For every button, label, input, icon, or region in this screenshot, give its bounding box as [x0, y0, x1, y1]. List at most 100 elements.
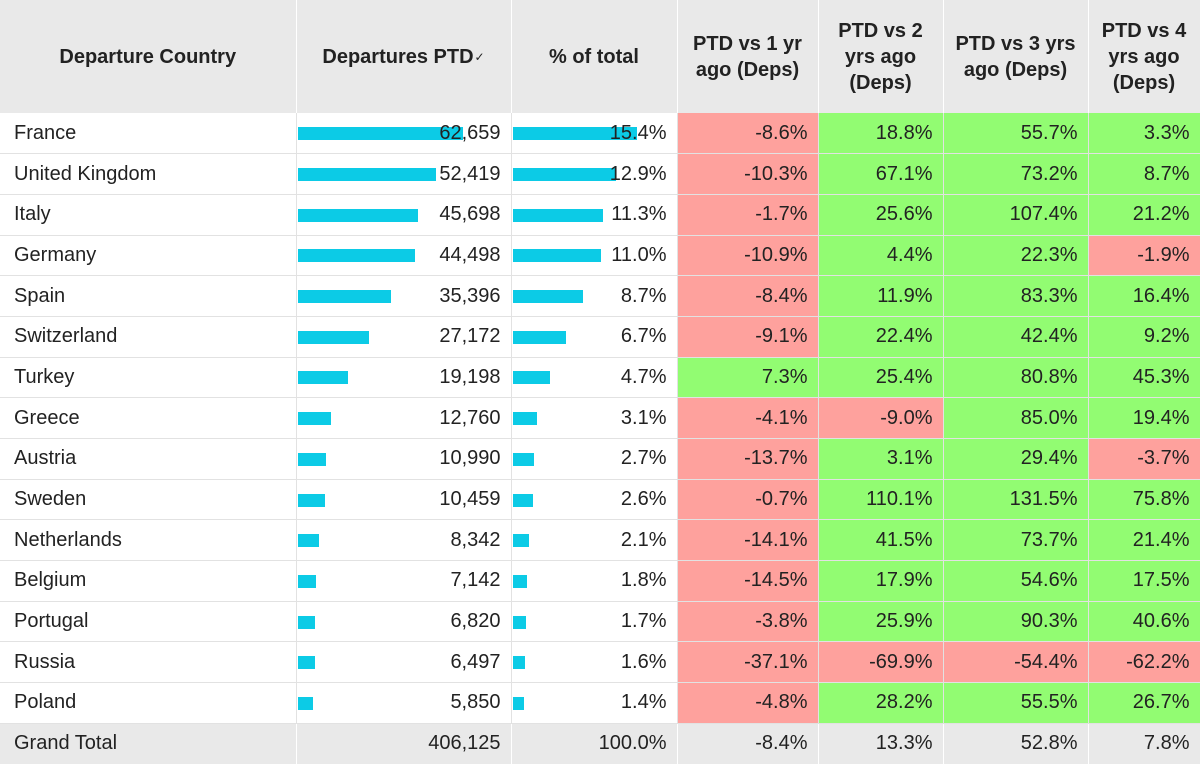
- vs1-cell: -1.7%: [677, 194, 819, 236]
- departures-bar: [297, 168, 436, 182]
- share-bar: [512, 574, 527, 588]
- departures-cell: 44,498: [296, 235, 512, 277]
- vs1-cell: -9.1%: [677, 316, 819, 358]
- share-cell: 3.1%: [511, 397, 678, 439]
- vs4-cell: 21.2%: [1088, 194, 1200, 236]
- share-bar: [512, 371, 551, 385]
- vs2-cell: 25.4%: [818, 357, 944, 399]
- column-header-departures[interactable]: Departures PTD✓: [296, 0, 512, 113]
- vs4-cell: 26.7%: [1088, 682, 1200, 724]
- departures-cell: 5,850: [296, 682, 512, 724]
- country-cell: Germany: [0, 235, 297, 277]
- vs2-cell: 17.9%: [818, 560, 944, 602]
- share-value: 1.6%: [620, 650, 667, 673]
- sort-down-icon[interactable]: ✓: [474, 49, 485, 64]
- table-row[interactable]: Austria 10,990 2.7% -13.7% 3.1% 29.4% -3.7%: [0, 438, 1200, 480]
- share-value: 1.4%: [620, 691, 667, 714]
- table-row[interactable]: France 62,659 15.4% -8.6% 18.8% 55.7% 3.3%: [0, 113, 1200, 155]
- vs4-cell: 17.5%: [1088, 560, 1200, 602]
- vs2-cell: 25.6%: [818, 194, 944, 236]
- column-header-vs3[interactable]: PTD vs 3 yrs ago (Deps): [943, 0, 1089, 113]
- grand-total-vs3: 52.8%: [943, 723, 1089, 764]
- column-header-country[interactable]: Departure Country: [0, 0, 297, 113]
- table-row[interactable]: Italy 45,698 11.3% -1.7% 25.6% 107.4% 21.2%: [0, 194, 1200, 236]
- departures-bar: [297, 696, 313, 710]
- departures-value: 62,659: [439, 121, 501, 144]
- departures-bar: [297, 656, 315, 670]
- share-value: 8.7%: [620, 284, 667, 307]
- vs4-cell: 3.3%: [1088, 113, 1200, 155]
- share-bar: [512, 615, 527, 629]
- table-row[interactable]: Switzerland 27,172 6.7% -9.1% 22.4% 42.4% 9.2%: [0, 316, 1200, 358]
- departures-value: 35,396: [439, 284, 501, 307]
- share-cell: 11.0%: [511, 235, 678, 277]
- share-cell: 1.6%: [511, 641, 678, 684]
- vs2-cell: 41.5%: [818, 519, 944, 562]
- table-row[interactable]: Sweden 10,459 2.6% -0.7% 110.1% 131.5% 75.8%: [0, 479, 1200, 521]
- departures-value: 5,850: [450, 691, 501, 714]
- share-bar: [512, 208, 604, 222]
- column-header-vs1[interactable]: PTD vs 1 yr ago (Deps): [677, 0, 819, 113]
- departures-bar: [297, 493, 326, 507]
- column-header-vs4[interactable]: PTD vs 4 yrs ago (Deps): [1088, 0, 1200, 113]
- column-header-vs2[interactable]: PTD vs 2 yrs ago (Deps): [818, 0, 944, 113]
- share-bar: [512, 412, 538, 426]
- vs4-cell: 8.7%: [1088, 153, 1200, 195]
- table-row[interactable]: Netherlands 8,342 2.1% -14.1% 41.5% 73.7% 21.4…: [0, 519, 1200, 562]
- country-cell: Spain: [0, 275, 297, 317]
- grand-total-share: 100.0%: [511, 723, 678, 764]
- table-row[interactable]: Russia 6,497 1.6% -37.1% -69.9% -54.4% -62.2%: [0, 641, 1200, 684]
- share-cell: 8.7%: [511, 275, 678, 317]
- share-bar: [512, 168, 617, 182]
- share-value: 2.6%: [620, 488, 667, 511]
- departures-cell: 62,659: [296, 113, 512, 155]
- table-body: France 62,659 15.4% -8.6% 18.8% 55.7% 3.3% Unit…: [0, 113, 1200, 764]
- table-row[interactable]: United Kingdom 52,419 12.9% -10.3% 67.1% 73.2…: [0, 153, 1200, 195]
- vs2-cell: 18.8%: [818, 113, 944, 155]
- departures-bar: [297, 290, 391, 304]
- vs1-cell: -4.1%: [677, 397, 819, 439]
- vs1-cell: -37.1%: [677, 641, 819, 684]
- departures-bar: [297, 452, 327, 466]
- share-bar: [512, 452, 535, 466]
- departures-bar: [297, 574, 317, 588]
- vs3-cell: 80.8%: [943, 357, 1089, 399]
- table-row[interactable]: Greece 12,760 3.1% -4.1% -9.0% 85.0% 19.4%: [0, 397, 1200, 439]
- share-value: 11.0%: [611, 243, 667, 266]
- vs3-cell: 73.7%: [943, 519, 1089, 562]
- departures-value: 6,820: [450, 610, 501, 633]
- departures-value: 45,698: [439, 203, 501, 226]
- departures-bar: [297, 412, 332, 426]
- table-row[interactable]: Portugal 6,820 1.7% -3.8% 25.9% 90.3% 40.6%: [0, 601, 1200, 643]
- table-row[interactable]: Turkey 19,198 4.7% 7.3% 25.4% 80.8% 45.3%: [0, 357, 1200, 399]
- table-row[interactable]: Belgium 7,142 1.8% -14.5% 17.9% 54.6% 17.5%: [0, 560, 1200, 602]
- departures-value: 8,342: [450, 528, 501, 551]
- share-cell: 2.7%: [511, 438, 678, 480]
- vs3-cell: 83.3%: [943, 275, 1089, 317]
- departures-cell: 8,342: [296, 519, 512, 562]
- departures-cell: 45,698: [296, 194, 512, 236]
- share-value: 12.9%: [609, 162, 667, 185]
- vs1-cell: -3.8%: [677, 601, 819, 643]
- departures-cell: 35,396: [296, 275, 512, 317]
- share-bar: [512, 493, 534, 507]
- table-row[interactable]: Germany 44,498 11.0% -10.9% 4.4% 22.3% -1.9%: [0, 235, 1200, 277]
- country-cell: Sweden: [0, 479, 297, 521]
- vs1-cell: 7.3%: [677, 357, 819, 399]
- departures-value: 6,497: [450, 650, 501, 673]
- share-cell: 2.6%: [511, 479, 678, 521]
- table-row[interactable]: Spain 35,396 8.7% -8.4% 11.9% 83.3% 16.4%: [0, 275, 1200, 317]
- share-cell: 4.7%: [511, 357, 678, 399]
- vs4-cell: 9.2%: [1088, 316, 1200, 358]
- share-value: 1.8%: [620, 569, 667, 592]
- share-bar: [512, 249, 602, 263]
- vs3-cell: 73.2%: [943, 153, 1089, 195]
- table-row[interactable]: Poland 5,850 1.4% -4.8% 28.2% 55.5% 26.7%: [0, 682, 1200, 724]
- departures-bar: [297, 249, 415, 263]
- vs4-cell: -62.2%: [1088, 641, 1200, 684]
- vs4-cell: 75.8%: [1088, 479, 1200, 521]
- column-header-share[interactable]: % of total: [511, 0, 678, 113]
- share-cell: 2.1%: [511, 519, 678, 562]
- vs2-cell: 67.1%: [818, 153, 944, 195]
